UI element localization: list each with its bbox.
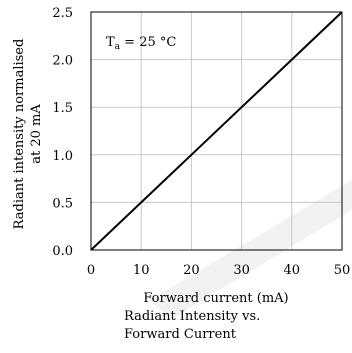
series-line (90, 11, 343, 251)
y-tick-label: 1.0 (52, 149, 73, 164)
x-tick-label: 40 (284, 263, 301, 278)
y-tick-labels: 0.0 0.5 1.0 1.5 2.0 2.5 (52, 6, 73, 259)
y-tick-label: 0.0 (52, 244, 73, 259)
y-axis-title-line-2: at 20 mA (29, 104, 44, 164)
x-tick-label: 0 (87, 263, 95, 278)
plot-frame (90, 11, 343, 251)
grid (91, 12, 342, 250)
x-tick-label: 50 (334, 263, 351, 278)
x-tick-labels: 0 10 20 30 40 50 (87, 263, 350, 278)
x-tick-label: 20 (183, 263, 200, 278)
caption-line-1: Radiant Intensity vs. (124, 309, 260, 324)
x-tick-label: 30 (233, 263, 250, 278)
caption-line-2: Forward Current (124, 327, 237, 342)
series-layer (90, 11, 343, 251)
y-tick-label: 0.5 (52, 196, 73, 211)
y-tick-label: 2.5 (52, 6, 73, 21)
y-axis-title-line-1: Radiant intensity normalised (12, 39, 27, 230)
temperature-annotation: Ta = 25 °C (106, 35, 176, 52)
x-tick-label: 10 (133, 263, 150, 278)
x-axis-title: Forward current (mA) (143, 291, 288, 306)
y-tick-label: 1.5 (52, 101, 73, 116)
y-tick-label: 2.0 (52, 54, 73, 69)
